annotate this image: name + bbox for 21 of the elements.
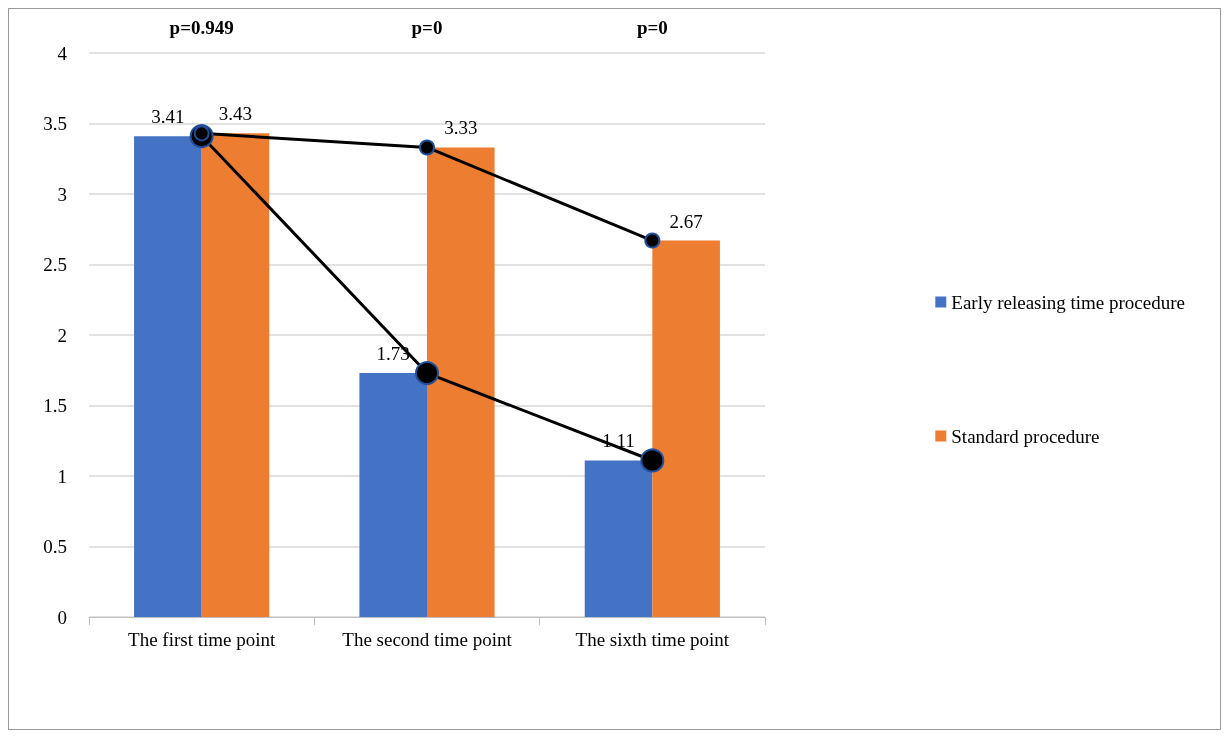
text: p=0 [636,16,668,38]
x-tick-label: The second time point [342,628,513,650]
legend-label: Standard procedure [951,425,1100,447]
y-tick-label: 4 [57,42,68,64]
data-label: 3.33 [444,117,478,139]
y-tick-label: 2.5 [43,254,67,275]
data-label: 3.43 [218,103,253,125]
y-tick-label: 3.5 [43,113,67,134]
y-tick-label: 0.5 [43,536,67,557]
text: p=0.949 [169,16,234,38]
x-tick-label: The first time point [128,628,276,650]
y-tick-label: 2 [57,324,67,346]
data-label: 2.67 [669,210,703,232]
data-label: 3.41 [151,106,185,128]
x-tick-label: The sixth time point [575,628,730,650]
y-tick-label: 1 [57,465,67,487]
text: p=0 [411,16,443,38]
legend-label: Early releasing time procedure [951,291,1186,313]
y-tick-label: 1.5 [43,395,67,416]
y-tick-label: 0 [57,606,67,628]
y-tick-label: 3 [57,183,67,205]
